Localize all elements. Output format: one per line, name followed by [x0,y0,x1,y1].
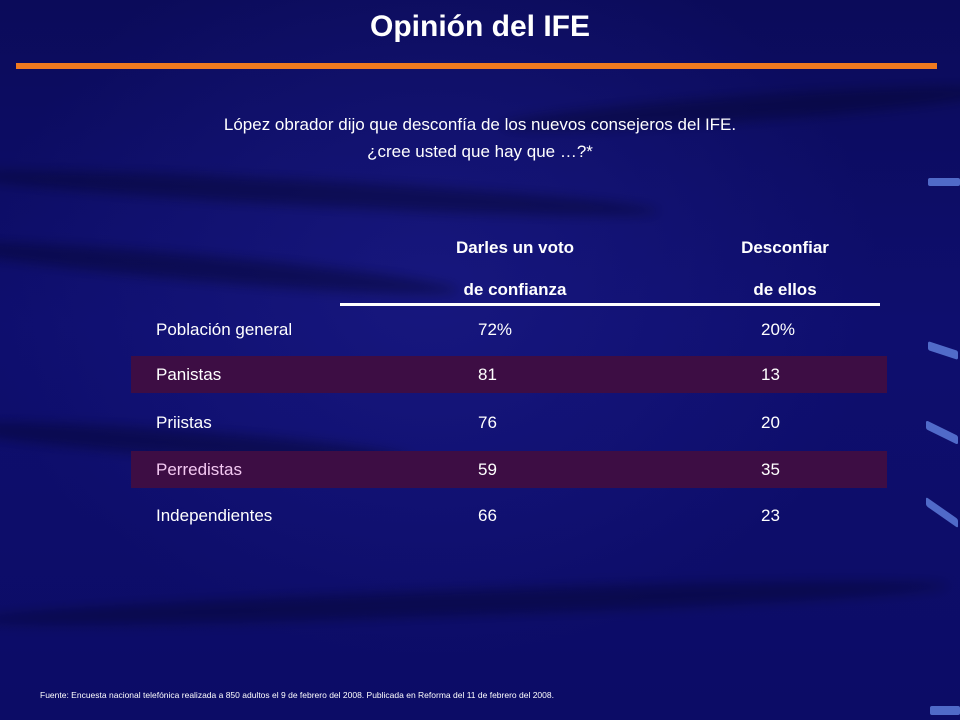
value-voto: 72% [478,320,513,339]
column-header-line: de ellos [753,280,817,299]
row-label: Panistas [156,365,222,384]
table-row: Panistas 81 13 [131,356,887,393]
column-header-line: de confianza [463,280,567,299]
decorative-dash [928,178,960,186]
value-voto: 81 [478,365,497,384]
table-row: Perredistas 59 35 [131,451,887,488]
header-divider [340,303,880,306]
column-header-line: Desconfiar [741,238,829,257]
table-row: Independientes 66 23 [131,497,887,534]
question-text: López obrador dijo que desconfía de los … [0,111,960,165]
row-label: Población general [156,320,293,339]
table-row: Priistas 76 20 [131,404,887,441]
value-desconfiar: 35 [761,460,780,479]
value-voto: 66 [478,506,497,525]
value-desconfiar: 23 [761,506,780,525]
value-desconfiar: 13 [761,365,780,384]
question-line-1: López obrador dijo que desconfía de los … [223,115,737,134]
column-header-desconfiar: Desconfiar de ellos [680,227,890,311]
value-voto: 76 [478,413,497,432]
row-label: Independientes [156,506,273,525]
slide-title: Opinión del IFE [370,10,590,43]
column-header-line: Darles un voto [455,238,575,257]
decorative-dash [930,706,960,715]
row-label: Priistas [156,413,212,432]
value-desconfiar: 20% [761,320,796,339]
row-label: Perredistas [156,460,242,479]
value-desconfiar: 20 [761,413,780,432]
title-underline [16,63,937,69]
column-header-voto: Darles un voto de confianza [410,227,620,311]
table-row: Población general 72% 20% [131,311,887,348]
question-line-2: ¿cree usted que hay que …?* [367,142,593,161]
source-footnote: Fuente: Encuesta nacional telefónica rea… [40,690,554,700]
value-voto: 59 [478,460,497,479]
